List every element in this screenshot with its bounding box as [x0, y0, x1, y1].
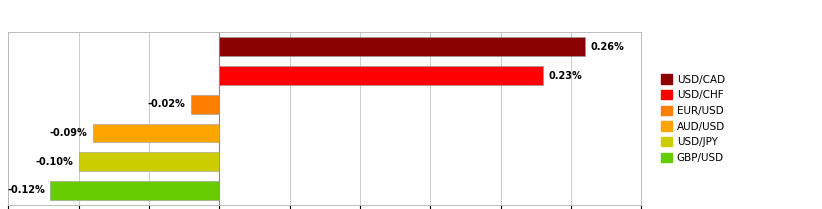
Bar: [219, 66, 543, 85]
Bar: [50, 181, 219, 200]
Text: Benchmark Currency Rates - Daily Gainers & Losers: Benchmark Currency Rates - Daily Gainers…: [217, 10, 605, 23]
Bar: [79, 152, 219, 171]
Text: -0.10%: -0.10%: [35, 157, 73, 167]
Text: 0.23%: 0.23%: [548, 70, 582, 80]
Bar: [219, 37, 585, 56]
Text: 0.26%: 0.26%: [590, 42, 624, 52]
Text: -0.09%: -0.09%: [49, 128, 87, 138]
Bar: [93, 124, 219, 142]
Text: -0.12%: -0.12%: [7, 185, 44, 195]
Text: -0.02%: -0.02%: [148, 99, 186, 109]
Bar: [191, 95, 219, 113]
Legend: USD/CAD, USD/CHF, EUR/USD, AUD/USD, USD/JPY, GBP/USD: USD/CAD, USD/CHF, EUR/USD, AUD/USD, USD/…: [659, 72, 727, 165]
